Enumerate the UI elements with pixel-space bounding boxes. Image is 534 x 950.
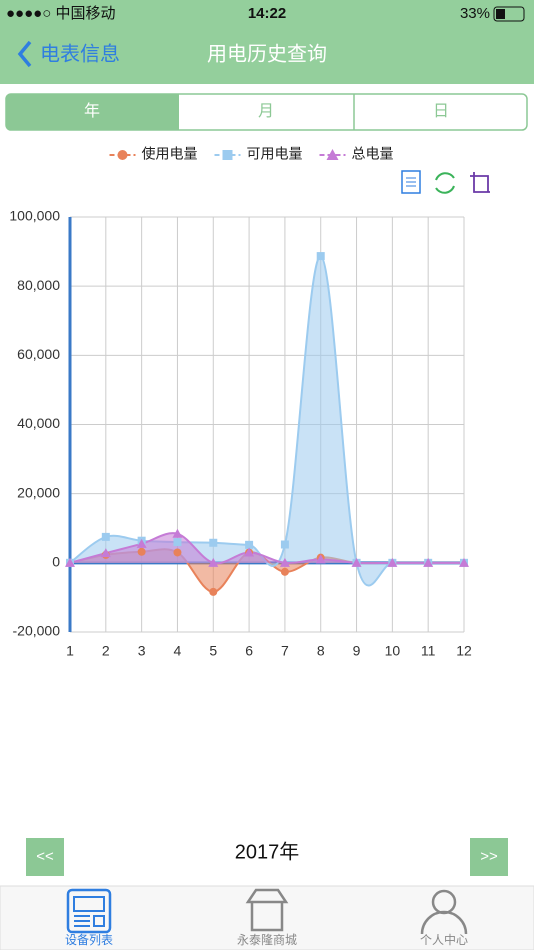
point xyxy=(387,557,398,567)
point xyxy=(244,547,255,557)
battery-text: 33% xyxy=(460,5,490,22)
x-tick-label: 11 xyxy=(421,643,436,659)
device-icon-detail xyxy=(73,896,105,927)
point xyxy=(208,557,219,567)
prev-button[interactable] xyxy=(26,838,64,876)
area xyxy=(70,533,464,564)
point xyxy=(423,557,434,567)
user-icon-body xyxy=(420,910,468,935)
point xyxy=(172,528,183,538)
back-icon[interactable] xyxy=(17,40,32,68)
point xyxy=(137,547,146,556)
point xyxy=(101,532,110,541)
y-tick-label: 40,000 xyxy=(17,415,60,431)
area xyxy=(70,256,464,586)
tab[interactable]: 日 xyxy=(433,103,449,120)
back-button[interactable]: 电表信息 xyxy=(40,42,120,65)
tab[interactable]: 年 xyxy=(84,102,100,120)
point xyxy=(173,548,182,557)
chart: -20,000 0 20,000 40,000 60,000 80,000 100,000 1… xyxy=(9,146,472,659)
point xyxy=(100,548,111,558)
legend-label: 总电量 xyxy=(352,146,394,162)
header-bg xyxy=(0,0,534,84)
save-icon[interactable] xyxy=(470,172,490,193)
point xyxy=(280,567,289,576)
tab-active-bg xyxy=(6,94,179,130)
toolbox xyxy=(401,170,490,194)
next-button[interactable] xyxy=(470,838,508,876)
point xyxy=(280,540,289,549)
y-tick-label: 80,000 xyxy=(17,277,60,293)
y-tick-label: -20,000 xyxy=(13,623,61,639)
x-tick-label: 6 xyxy=(245,643,253,659)
tab-bar-label[interactable]: 永泰隆商城 xyxy=(237,932,297,947)
point xyxy=(316,252,325,261)
carrier: ●●●●○ 中国移动 xyxy=(6,5,115,22)
restore-icon[interactable] xyxy=(435,172,455,194)
x-tick-label: 7 xyxy=(281,643,289,659)
point xyxy=(351,557,362,567)
battery-icon xyxy=(493,6,525,22)
tab[interactable]: 月 xyxy=(258,103,274,120)
legend-label: 可用电量 xyxy=(247,146,303,162)
point xyxy=(209,538,218,547)
prev-label[interactable]: << xyxy=(36,848,54,865)
y-tick-label: 60,000 xyxy=(17,346,60,362)
legend-marker xyxy=(326,149,339,160)
tab-bar xyxy=(0,885,534,950)
point xyxy=(173,538,182,547)
device-icon[interactable] xyxy=(66,888,112,934)
legend-marker xyxy=(222,150,233,160)
x-tick-label: 12 xyxy=(456,643,472,659)
x-tick-label: 8 xyxy=(317,643,325,659)
x-tick-label: 3 xyxy=(138,643,146,659)
data-view-lines xyxy=(406,177,416,187)
point xyxy=(315,554,326,564)
year-label: 2017年 xyxy=(235,840,300,863)
x-tick-label: 4 xyxy=(174,643,182,659)
line xyxy=(69,255,464,587)
point xyxy=(209,587,218,596)
x-tick-label: 1 xyxy=(66,643,74,659)
x-tick-label: 5 xyxy=(209,643,217,659)
point xyxy=(279,557,290,567)
point xyxy=(65,557,75,567)
shop-icon[interactable] xyxy=(245,888,289,932)
tab-bar-label[interactable]: 设备列表 xyxy=(65,933,113,947)
legend-label: 使用电量 xyxy=(142,146,198,162)
point xyxy=(245,540,254,549)
data-view-icon[interactable] xyxy=(401,170,421,194)
tab-bar-label[interactable]: 个人中心 xyxy=(420,932,468,947)
time: 14:22 xyxy=(248,5,286,22)
nav-title: 用电历史查询 xyxy=(207,42,327,65)
y-tick-label: 100,000 xyxy=(9,208,60,224)
x-tick-label: 10 xyxy=(385,643,401,659)
y-tick-label: 0 xyxy=(52,554,60,570)
legend-marker xyxy=(117,150,128,160)
x-tick-label: 9 xyxy=(353,643,361,659)
next-label[interactable]: >> xyxy=(480,848,498,865)
x-tick-label: 2 xyxy=(102,643,110,659)
point xyxy=(459,557,469,567)
point xyxy=(136,538,147,548)
y-tick-label: 20,000 xyxy=(17,484,60,500)
battery-level xyxy=(496,9,505,19)
